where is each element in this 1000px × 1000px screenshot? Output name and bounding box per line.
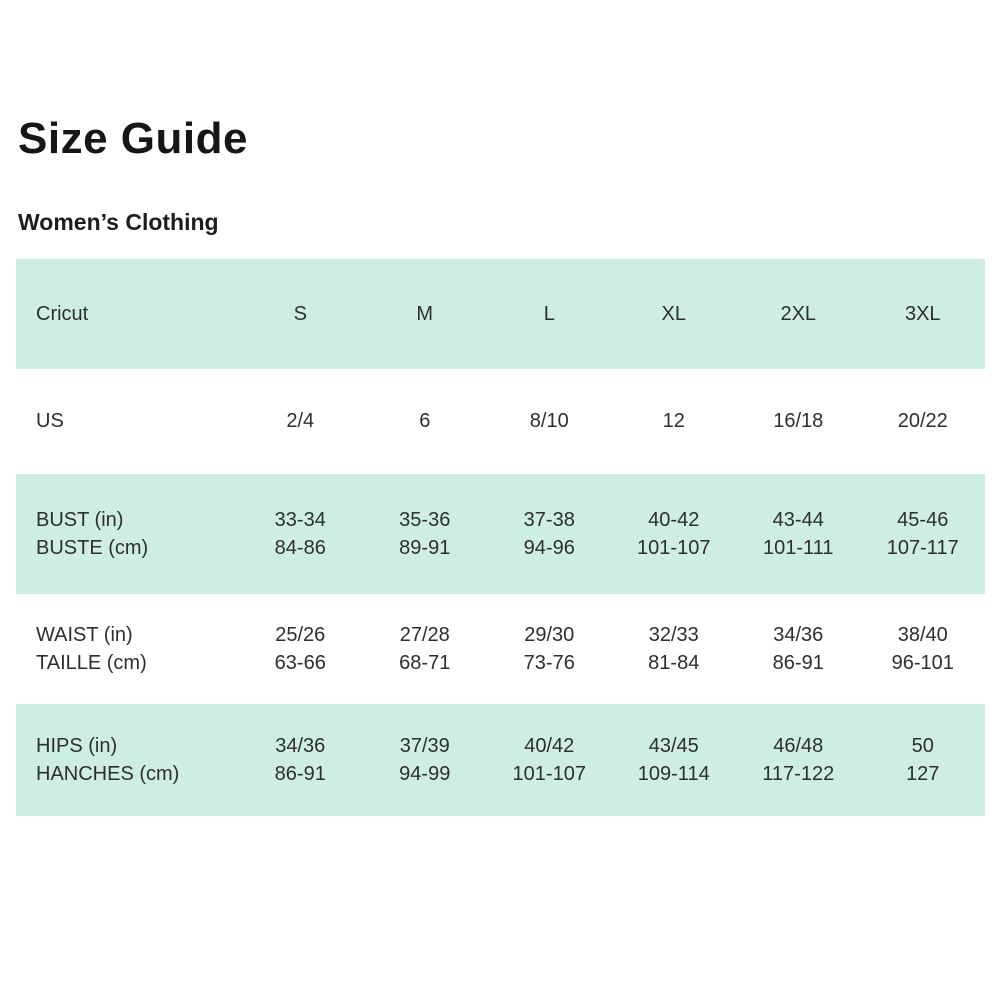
section-subtitle: Women’s Clothing (18, 209, 219, 236)
hips-in-s: 34/36 (275, 734, 326, 757)
us-value-m: 6 (419, 410, 431, 433)
table-header-row: Cricut S M L XL 2XL 3XL (16, 258, 985, 369)
table-row-us: US 2/4 6 8/10 12 16/18 20/22 (16, 369, 985, 474)
header-size-xl: XL (661, 302, 686, 325)
size-table: Cricut S M L XL 2XL 3XL US 2/4 6 8/10 12… (16, 258, 986, 816)
row-label-us: US (36, 410, 64, 433)
waist-in-m: 27/28 (399, 623, 450, 646)
bust-value-m: 35-36 89-91 (363, 506, 488, 562)
waist-in-3xl: 38/40 (897, 623, 948, 646)
hips-in-m: 37/39 (399, 734, 450, 757)
waist-value-s: 25/26 63-66 (238, 621, 363, 677)
table-row-bust: BUST (in) BUSTE (cm) 33-34 84-86 35-36 8… (16, 473, 986, 594)
hips-cm-2xl: 117-122 (762, 762, 835, 785)
row-label-bust-in: BUST (in) (36, 508, 124, 531)
waist-cm-xl: 81-84 (648, 651, 700, 674)
hips-cm-xl: 109-114 (637, 762, 710, 785)
header-size-3xl: 3XL (904, 302, 941, 325)
us-value-l: 8/10 (529, 410, 569, 433)
hips-in-3xl: 50 (911, 734, 934, 757)
hips-value-m: 37/39 94-99 (363, 732, 488, 788)
header-size-2xl: 2XL (780, 302, 817, 325)
waist-value-3xl: 38/40 96-101 (861, 621, 986, 677)
row-label-waist-cm: TAILLE (cm) (36, 651, 147, 674)
bust-in-l: 37-38 (523, 508, 575, 531)
us-value-s: 2/4 (286, 410, 315, 433)
hips-cm-m: 94-99 (399, 762, 451, 785)
table-row-waist: WAIST (in) TAILLE (cm) 25/26 63-66 27/28… (16, 594, 985, 704)
hips-cm-3xl: 127 (906, 762, 940, 785)
bust-cm-s: 84-86 (274, 536, 326, 559)
bust-value-s: 33-34 84-86 (238, 506, 363, 562)
waist-cm-m: 68-71 (399, 651, 451, 674)
hips-value-l: 40/42 101-107 (487, 732, 612, 788)
bust-value-xl: 40-42 101-107 (612, 506, 737, 562)
bust-in-m: 35-36 (399, 508, 451, 531)
waist-value-m: 27/28 68-71 (363, 621, 488, 677)
bust-value-2xl: 43-44 101-111 (736, 506, 861, 562)
waist-in-2xl: 34/36 (773, 623, 824, 646)
bust-cm-2xl: 101-111 (763, 536, 834, 559)
row-label-hips-in: HIPS (in) (36, 734, 118, 757)
us-value-3xl: 20/22 (897, 410, 948, 433)
hips-in-xl: 43/45 (648, 734, 699, 757)
waist-in-xl: 32/33 (648, 623, 699, 646)
header-size-l: L (543, 302, 555, 325)
hips-cm-l: 101-107 (512, 762, 586, 785)
hips-cm-s: 86-91 (274, 762, 326, 785)
bust-in-3xl: 45-46 (897, 508, 949, 531)
waist-value-2xl: 34/36 86-91 (736, 621, 861, 677)
header-size-m: M (416, 302, 434, 325)
row-label-hips: HIPS (in) HANCHES (cm) (16, 732, 238, 788)
bust-cm-xl: 101-107 (637, 536, 711, 559)
hips-in-2xl: 46/48 (773, 734, 824, 757)
waist-cm-l: 73-76 (523, 651, 575, 674)
us-value-2xl: 16/18 (773, 410, 824, 433)
row-label-hips-cm: HANCHES (cm) (36, 762, 180, 785)
hips-value-2xl: 46/48 117-122 (736, 732, 861, 788)
bust-in-2xl: 43-44 (772, 508, 824, 531)
waist-in-s: 25/26 (275, 623, 326, 646)
row-label-bust: BUST (in) BUSTE (cm) (16, 506, 238, 562)
header-size-s: S (293, 302, 307, 325)
hips-in-l: 40/42 (524, 734, 575, 757)
bust-in-s: 33-34 (274, 508, 326, 531)
header-brand-cell: Cricut (36, 302, 89, 325)
size-guide-page: Size Guide Women’s Clothing Cricut S M L… (16, 114, 986, 816)
row-label-waist-in: WAIST (in) (36, 623, 133, 646)
bust-cm-3xl: 107-117 (886, 536, 959, 559)
hips-value-3xl: 50 127 (861, 732, 986, 788)
waist-cm-s: 63-66 (274, 651, 326, 674)
waist-value-l: 29/30 73-76 (487, 621, 612, 677)
waist-value-xl: 32/33 81-84 (612, 621, 737, 677)
waist-in-l: 29/30 (524, 623, 575, 646)
waist-cm-3xl: 96-101 (891, 651, 954, 674)
row-label-bust-cm: BUSTE (cm) (36, 536, 149, 559)
bust-cm-l: 94-96 (523, 536, 575, 559)
row-label-waist: WAIST (in) TAILLE (cm) (16, 621, 238, 677)
hips-value-xl: 43/45 109-114 (612, 732, 737, 788)
bust-cm-m: 89-91 (399, 536, 451, 559)
bust-in-xl: 40-42 (648, 508, 700, 531)
page-title: Size Guide (18, 114, 248, 163)
us-value-xl: 12 (662, 410, 685, 433)
bust-value-3xl: 45-46 107-117 (861, 506, 986, 562)
waist-cm-2xl: 86-91 (772, 651, 824, 674)
table-row-hips: HIPS (in) HANCHES (cm) 34/36 86-91 37/39… (16, 703, 986, 816)
bust-value-l: 37-38 94-96 (487, 506, 612, 562)
hips-value-s: 34/36 86-91 (238, 732, 363, 788)
